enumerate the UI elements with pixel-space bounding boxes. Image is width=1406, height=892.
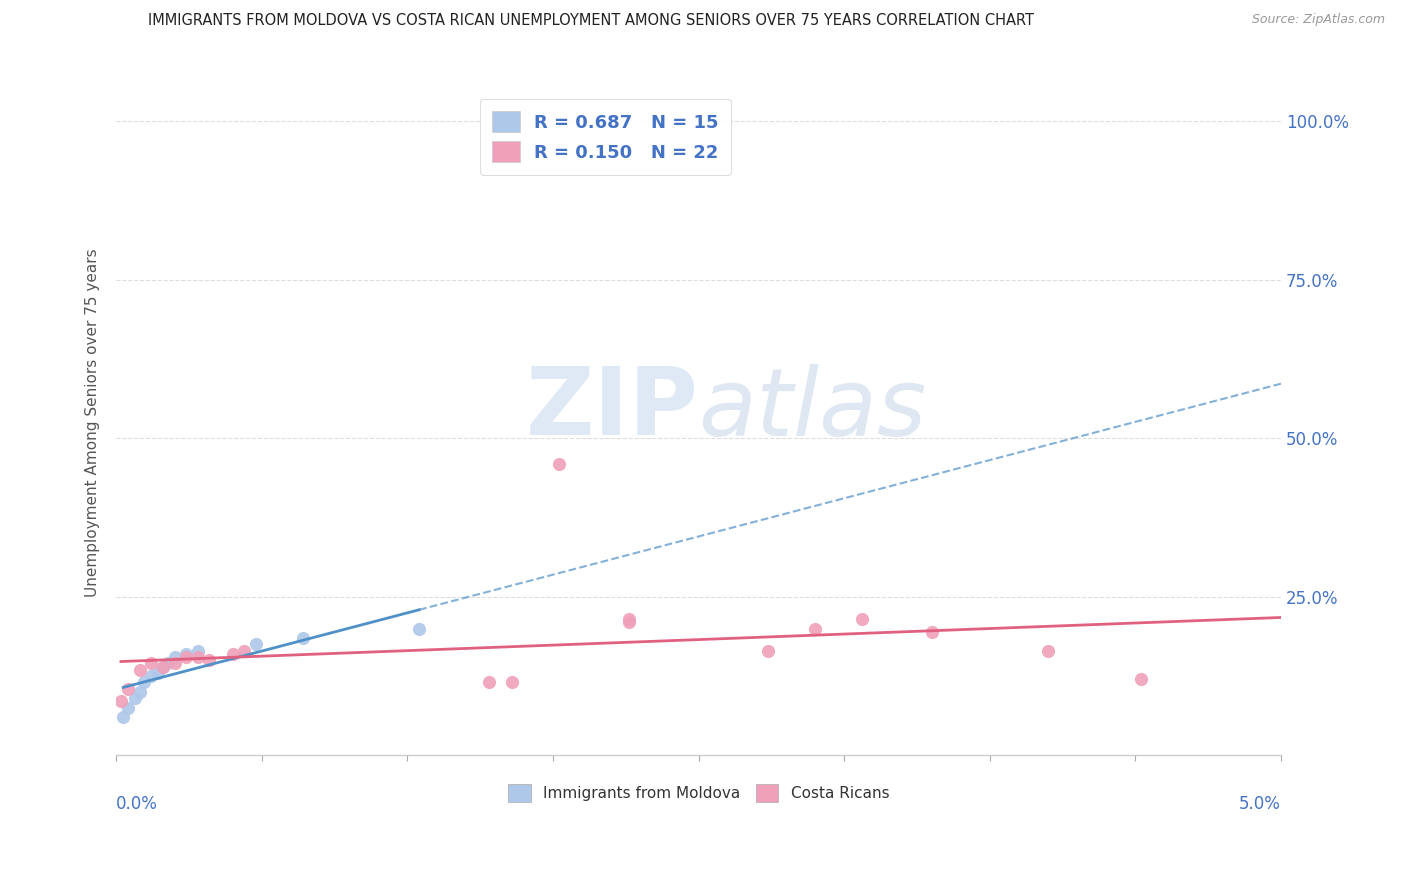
Point [547, 457, 569, 471]
Point [187, 644, 209, 658]
Point [1036, 644, 1059, 658]
Point [148, 665, 170, 680]
Point [152, 659, 174, 673]
Y-axis label: Unemployment Among Seniors over 75 years: Unemployment Among Seniors over 75 years [86, 248, 100, 597]
Text: 5.0%: 5.0% [1239, 796, 1281, 814]
Text: IMMIGRANTS FROM MOLDOVA VS COSTA RICAN UNEMPLOYMENT AMONG SENIORS OVER 75 YEARS : IMMIGRANTS FROM MOLDOVA VS COSTA RICAN U… [148, 13, 1033, 29]
Point [851, 612, 873, 626]
Point [141, 669, 163, 683]
Point [245, 637, 267, 651]
Text: 0.0%: 0.0% [117, 796, 157, 814]
Point [501, 675, 523, 690]
Point [187, 650, 209, 665]
Point [921, 624, 943, 639]
Point [1130, 673, 1153, 687]
Point [804, 622, 827, 636]
Point [617, 615, 640, 630]
Point [233, 644, 256, 658]
Point [163, 650, 186, 665]
Point [124, 691, 146, 706]
Point [222, 647, 245, 661]
Point [117, 681, 139, 696]
Text: atlas: atlas [699, 364, 927, 455]
Point [134, 675, 156, 690]
Point [478, 675, 501, 690]
Point [128, 685, 150, 699]
Point [141, 657, 163, 671]
Point [408, 622, 430, 636]
Text: ZIP: ZIP [526, 363, 699, 455]
Point [291, 631, 314, 645]
Point [112, 710, 135, 724]
Point [163, 657, 186, 671]
Legend: Immigrants from Moldova, Costa Ricans: Immigrants from Moldova, Costa Ricans [502, 778, 896, 807]
Point [758, 644, 780, 658]
Point [152, 659, 174, 673]
Point [156, 657, 179, 671]
Point [117, 700, 139, 714]
Point [110, 694, 132, 708]
Point [198, 653, 221, 667]
Point [128, 663, 150, 677]
Point [174, 647, 197, 661]
Point [174, 650, 197, 665]
Text: Source: ZipAtlas.com: Source: ZipAtlas.com [1251, 13, 1385, 27]
Point [617, 612, 640, 626]
